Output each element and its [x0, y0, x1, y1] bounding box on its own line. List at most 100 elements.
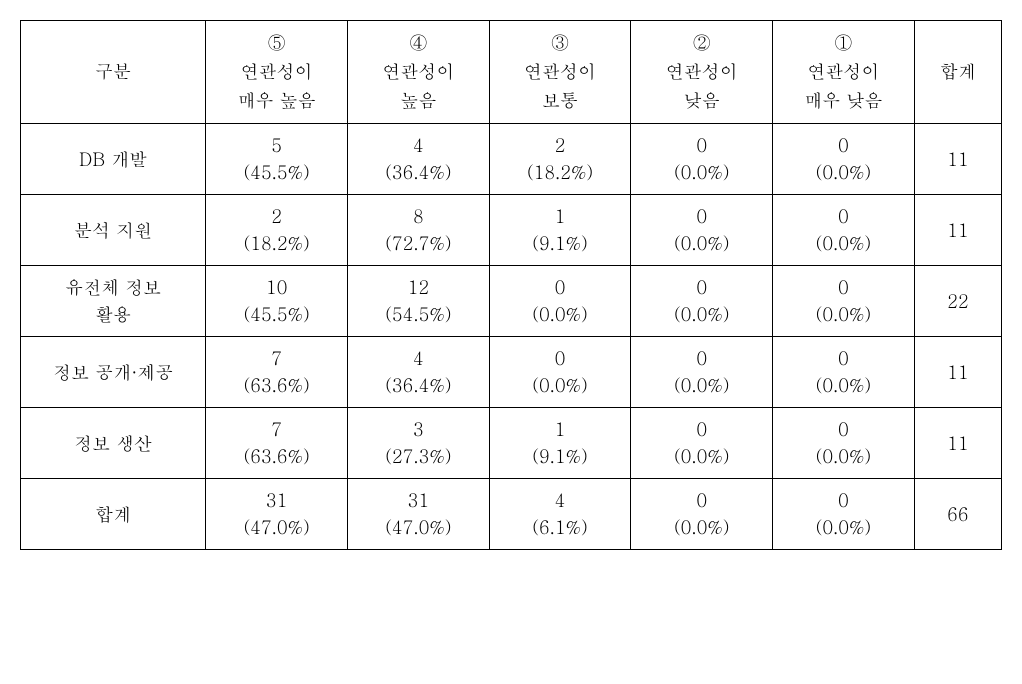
rating-cell: 5(45.5%) [206, 124, 348, 195]
rating-cell: 3(27.3%) [347, 408, 489, 479]
cell-value: 5 [210, 132, 343, 159]
header-rating-num: ④ [352, 29, 485, 58]
rating-cell: 7(63.6%) [206, 337, 348, 408]
header-rating-line1: 연관성이 [210, 58, 343, 87]
cell-percent: (45.5%) [210, 301, 343, 328]
header-rating-num: ③ [494, 29, 627, 58]
cell-value: 7 [210, 345, 343, 372]
cell-percent: (18.2%) [494, 159, 627, 186]
table-row: DB 개발5(45.5%)4(36.4%)2(18.2%)0(0.0%)0(0.… [21, 124, 1002, 195]
cell-percent: (0.0%) [494, 372, 627, 399]
table-row: 정보 생산7(63.6%)3(27.3%)1(9.1%)0(0.0%)0(0.0… [21, 408, 1002, 479]
row-total: 11 [914, 408, 1001, 479]
cell-value: 2 [210, 203, 343, 230]
row-category-line2: 활용 [25, 301, 201, 328]
header-rating-4: ④ 연관성이 높음 [347, 21, 489, 124]
rating-cell: 2(18.2%) [206, 195, 348, 266]
cell-percent: (0.0%) [494, 301, 627, 328]
rating-cell: 0(0.0%) [631, 266, 773, 337]
header-rating-num: ⑤ [210, 29, 343, 58]
cell-percent: (0.0%) [777, 443, 910, 470]
cell-value: 0 [777, 274, 910, 301]
cell-percent: (47.0%) [210, 514, 343, 541]
cell-percent: (18.2%) [210, 230, 343, 257]
cell-value: 7 [210, 416, 343, 443]
table-row: 합계31(47.0%)31(47.0%)4(6.1%)0(0.0%)0(0.0%… [21, 479, 1002, 550]
cell-percent: (36.4%) [352, 372, 485, 399]
header-rating-5: ⑤ 연관성이 매우 높음 [206, 21, 348, 124]
cell-percent: (45.5%) [210, 159, 343, 186]
cell-percent: (0.0%) [635, 514, 768, 541]
rating-cell: 0(0.0%) [631, 195, 773, 266]
cell-value: 0 [635, 416, 768, 443]
rating-cell: 4(36.4%) [347, 124, 489, 195]
header-rating-num: ① [777, 29, 910, 58]
cell-value: 2 [494, 132, 627, 159]
rating-cell: 0(0.0%) [631, 479, 773, 550]
cell-percent: (0.0%) [777, 514, 910, 541]
cell-percent: (0.0%) [777, 372, 910, 399]
rating-cell: 0(0.0%) [489, 337, 631, 408]
cell-value: 31 [210, 487, 343, 514]
rating-cell: 7(63.6%) [206, 408, 348, 479]
rating-cell: 0(0.0%) [773, 479, 915, 550]
cell-percent: (0.0%) [777, 301, 910, 328]
row-total: 66 [914, 479, 1001, 550]
correlation-table: 구분 ⑤ 연관성이 매우 높음 ④ 연관성이 높음 ③ 연관성이 보통 ② 연관… [20, 20, 1002, 550]
header-rating-3: ③ 연관성이 보통 [489, 21, 631, 124]
rating-cell: 0(0.0%) [773, 408, 915, 479]
row-category: 합계 [21, 479, 206, 550]
cell-value: 0 [635, 274, 768, 301]
cell-value: 1 [494, 416, 627, 443]
cell-value: 10 [210, 274, 343, 301]
cell-percent: (63.6%) [210, 443, 343, 470]
cell-value: 4 [494, 487, 627, 514]
header-rating-1: ① 연관성이 매우 낮음 [773, 21, 915, 124]
cell-value: 0 [635, 487, 768, 514]
cell-percent: (6.1%) [494, 514, 627, 541]
header-rating-line2: 보통 [494, 87, 627, 116]
row-category: 정보 공개·제공 [21, 337, 206, 408]
cell-percent: (9.1%) [494, 230, 627, 257]
row-total: 22 [914, 266, 1001, 337]
header-total: 합계 [914, 21, 1001, 124]
header-rating-line1: 연관성이 [352, 58, 485, 87]
row-category: DB 개발 [21, 124, 206, 195]
row-category: 정보 생산 [21, 408, 206, 479]
cell-percent: (0.0%) [777, 159, 910, 186]
rating-cell: 0(0.0%) [631, 337, 773, 408]
cell-value: 0 [777, 487, 910, 514]
cell-value: 8 [352, 203, 485, 230]
cell-value: 0 [777, 132, 910, 159]
table-body: DB 개발5(45.5%)4(36.4%)2(18.2%)0(0.0%)0(0.… [21, 124, 1002, 550]
row-category: 유전체 정보활용 [21, 266, 206, 337]
rating-cell: 0(0.0%) [631, 408, 773, 479]
rating-cell: 12(54.5%) [347, 266, 489, 337]
cell-value: 0 [777, 345, 910, 372]
rating-cell: 4(6.1%) [489, 479, 631, 550]
rating-cell: 4(36.4%) [347, 337, 489, 408]
cell-value: 0 [494, 274, 627, 301]
rating-cell: 2(18.2%) [489, 124, 631, 195]
header-rating-line2: 매우 낮음 [777, 87, 910, 116]
table-row: 정보 공개·제공7(63.6%)4(36.4%)0(0.0%)0(0.0%)0(… [21, 337, 1002, 408]
cell-value: 0 [494, 345, 627, 372]
cell-percent: (0.0%) [635, 301, 768, 328]
header-rating-line1: 연관성이 [494, 58, 627, 87]
cell-value: 0 [777, 203, 910, 230]
rating-cell: 31(47.0%) [347, 479, 489, 550]
rating-cell: 10(45.5%) [206, 266, 348, 337]
cell-percent: (0.0%) [635, 230, 768, 257]
rating-cell: 0(0.0%) [773, 195, 915, 266]
row-total: 11 [914, 195, 1001, 266]
cell-percent: (27.3%) [352, 443, 485, 470]
header-rating-line2: 높음 [352, 87, 485, 116]
cell-percent: (0.0%) [777, 230, 910, 257]
cell-value: 12 [352, 274, 485, 301]
cell-value: 0 [635, 132, 768, 159]
cell-percent: (47.0%) [352, 514, 485, 541]
rating-cell: 0(0.0%) [489, 266, 631, 337]
rating-cell: 1(9.1%) [489, 408, 631, 479]
row-category: 분석 지원 [21, 195, 206, 266]
header-rating-line1: 연관성이 [777, 58, 910, 87]
